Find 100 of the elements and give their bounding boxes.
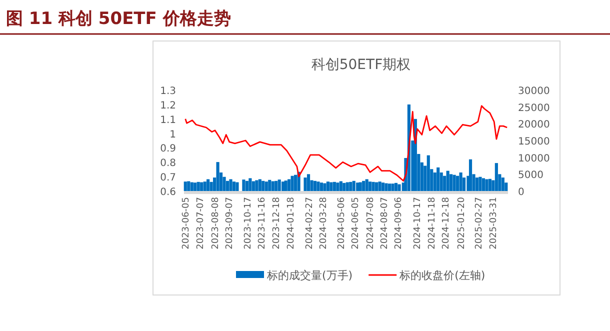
x-tick-label: 2024-05-06 bbox=[336, 196, 347, 250]
bar bbox=[255, 180, 258, 191]
bar bbox=[187, 181, 190, 191]
bar bbox=[262, 180, 265, 191]
x-tick-label: 2025-01-20 bbox=[456, 196, 467, 250]
x-tick-label: 2025-02-27 bbox=[474, 197, 484, 250]
x-tick-label: 2023-07-07 bbox=[196, 197, 206, 250]
bar bbox=[381, 182, 385, 191]
y2-tick-label: 15000 bbox=[518, 136, 550, 148]
bar bbox=[282, 182, 285, 191]
x-tick-label: 2024-10-17 bbox=[412, 197, 423, 250]
y2-tick-label: 20000 bbox=[518, 120, 550, 131]
x-tick-label: 2024-03-28 bbox=[318, 196, 329, 250]
bar bbox=[203, 182, 206, 191]
y2-tick-label: 25000 bbox=[518, 102, 550, 114]
bar bbox=[274, 180, 278, 191]
bar bbox=[452, 174, 456, 191]
bar bbox=[232, 182, 236, 191]
bar bbox=[346, 182, 349, 191]
y-tick-label: 1.1 bbox=[160, 114, 176, 126]
bar bbox=[456, 176, 460, 191]
y-tick-label: 1 bbox=[170, 129, 176, 140]
bar bbox=[398, 184, 401, 191]
bar bbox=[468, 159, 472, 191]
x-tick-label: 2024-07-08 bbox=[366, 196, 376, 250]
y-tick-label: 1.2 bbox=[160, 100, 176, 112]
bar bbox=[313, 180, 317, 191]
bar bbox=[342, 182, 346, 191]
bar bbox=[391, 184, 394, 191]
bar bbox=[323, 183, 326, 191]
bar bbox=[271, 181, 274, 191]
bar bbox=[190, 182, 194, 191]
bar bbox=[288, 179, 291, 191]
bar bbox=[194, 182, 197, 191]
bar bbox=[242, 180, 246, 191]
y2-tick-label: 30000 bbox=[518, 86, 550, 97]
bar bbox=[226, 180, 230, 191]
x-tick-label: 2023-12-18 bbox=[272, 196, 282, 250]
bar bbox=[326, 182, 330, 191]
x-tick-label: 2024-02-27 bbox=[304, 197, 315, 250]
bar bbox=[248, 178, 252, 191]
bar bbox=[236, 182, 239, 191]
chart-subtitle: 科创50ETF期权 bbox=[311, 57, 411, 73]
bar bbox=[210, 182, 213, 191]
bar bbox=[284, 180, 288, 191]
x-tick-label: 2024-11-18 bbox=[428, 196, 438, 250]
bar bbox=[356, 182, 360, 191]
bar bbox=[436, 167, 440, 191]
bar bbox=[365, 179, 368, 191]
y-tick-label: 0.9 bbox=[160, 144, 176, 155]
bar bbox=[268, 180, 272, 191]
bar bbox=[450, 174, 453, 191]
x-tick-label: 2023-09-07 bbox=[224, 197, 235, 250]
bar bbox=[478, 176, 482, 191]
x-tick-label: 2023-08-08 bbox=[211, 196, 222, 250]
bar bbox=[316, 182, 320, 191]
bar bbox=[258, 179, 262, 191]
bar bbox=[394, 182, 398, 191]
bar bbox=[372, 182, 375, 191]
bar bbox=[306, 174, 310, 191]
y2-tick-label: 10000 bbox=[518, 153, 550, 164]
bar bbox=[494, 163, 498, 191]
bar bbox=[446, 170, 450, 191]
bar bbox=[206, 179, 210, 191]
y-tick-label: 0.6 bbox=[160, 187, 176, 198]
x-tick-label: 2024-06-05 bbox=[350, 197, 361, 250]
y2-tick-label: 0 bbox=[518, 187, 524, 198]
legend-label: 标的收盘价(左轴) bbox=[398, 269, 486, 282]
bar bbox=[459, 172, 462, 191]
bar bbox=[378, 182, 382, 191]
bar bbox=[330, 182, 333, 191]
bar bbox=[304, 178, 307, 191]
x-tick-label: 2023-06-05 bbox=[181, 197, 192, 250]
x-tick-label: 2024-12-18 bbox=[442, 196, 452, 250]
bar bbox=[485, 179, 488, 191]
x-tick-label: 2025-03-31 bbox=[489, 197, 500, 250]
x-tick-label: 2023-11-16 bbox=[257, 196, 268, 250]
x-tick-label: 2023-10-17 bbox=[243, 197, 254, 250]
bar bbox=[216, 162, 220, 191]
bar bbox=[200, 182, 204, 191]
bar bbox=[336, 182, 340, 191]
bar bbox=[362, 180, 366, 191]
y-tick-label: 0.8 bbox=[160, 158, 176, 170]
bar bbox=[384, 183, 388, 191]
bar bbox=[339, 181, 342, 191]
bar bbox=[426, 155, 430, 191]
bar bbox=[358, 182, 362, 191]
bar bbox=[229, 179, 232, 191]
bar bbox=[475, 178, 479, 191]
x-tick-label: 2024-08-07 bbox=[380, 197, 390, 250]
y-tick-label: 0.7 bbox=[160, 172, 176, 184]
bar bbox=[294, 174, 298, 191]
bar bbox=[488, 178, 492, 191]
legend-label: 标的成交量(万手) bbox=[266, 269, 353, 282]
bar bbox=[278, 180, 281, 191]
bar bbox=[184, 182, 187, 191]
y-tick-label: 1.3 bbox=[160, 86, 176, 97]
y2-tick-label: 5000 bbox=[518, 170, 544, 182]
bar bbox=[368, 182, 372, 191]
bar bbox=[245, 180, 248, 191]
